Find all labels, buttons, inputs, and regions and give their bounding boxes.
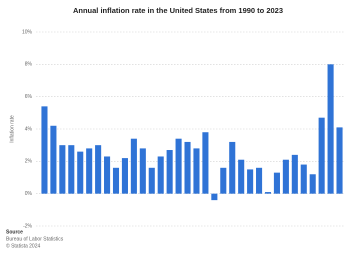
bar [184, 141, 191, 194]
source-heading: Source [6, 229, 23, 235]
bar [202, 132, 209, 194]
bar [256, 167, 263, 194]
bar [273, 172, 280, 194]
y-tick-label: 0% [25, 191, 33, 197]
bar [166, 150, 173, 194]
bar [148, 167, 155, 194]
bar [309, 174, 316, 194]
bar [318, 117, 325, 194]
bar [104, 156, 111, 194]
bar [327, 64, 334, 194]
bar [50, 125, 57, 194]
bar [291, 154, 298, 194]
bar [41, 106, 48, 194]
bar [77, 151, 84, 194]
y-axis-label: Inflation rate [9, 115, 15, 143]
bar [229, 141, 236, 194]
bar [264, 192, 272, 194]
bar [175, 138, 182, 194]
bar [193, 148, 200, 194]
bar [157, 156, 164, 194]
bar [95, 145, 102, 194]
bar [211, 193, 218, 201]
copyright: © Statista 2024 [6, 242, 40, 249]
y-tick-label: 6% [25, 94, 33, 100]
bar [220, 167, 227, 194]
bar [247, 169, 254, 194]
source: Bureau of Labor Statistics [6, 236, 64, 242]
bar [282, 159, 289, 194]
bar [336, 127, 343, 194]
bar [86, 148, 93, 194]
y-tick-label: 8% [25, 62, 33, 68]
bar [130, 138, 137, 194]
y-tick-label: 2% [25, 159, 33, 165]
bar [300, 164, 307, 194]
bar [68, 145, 75, 194]
bar [121, 158, 128, 194]
bar [112, 167, 120, 194]
y-tick-label: 10% [22, 29, 33, 35]
bar [238, 159, 245, 194]
chart-title: Annual inflation rate in the United Stat… [73, 6, 283, 15]
y-tick-label: 4% [25, 126, 33, 132]
bar [139, 148, 146, 194]
bar [59, 145, 66, 194]
y-tick-label: -2% [23, 223, 32, 229]
